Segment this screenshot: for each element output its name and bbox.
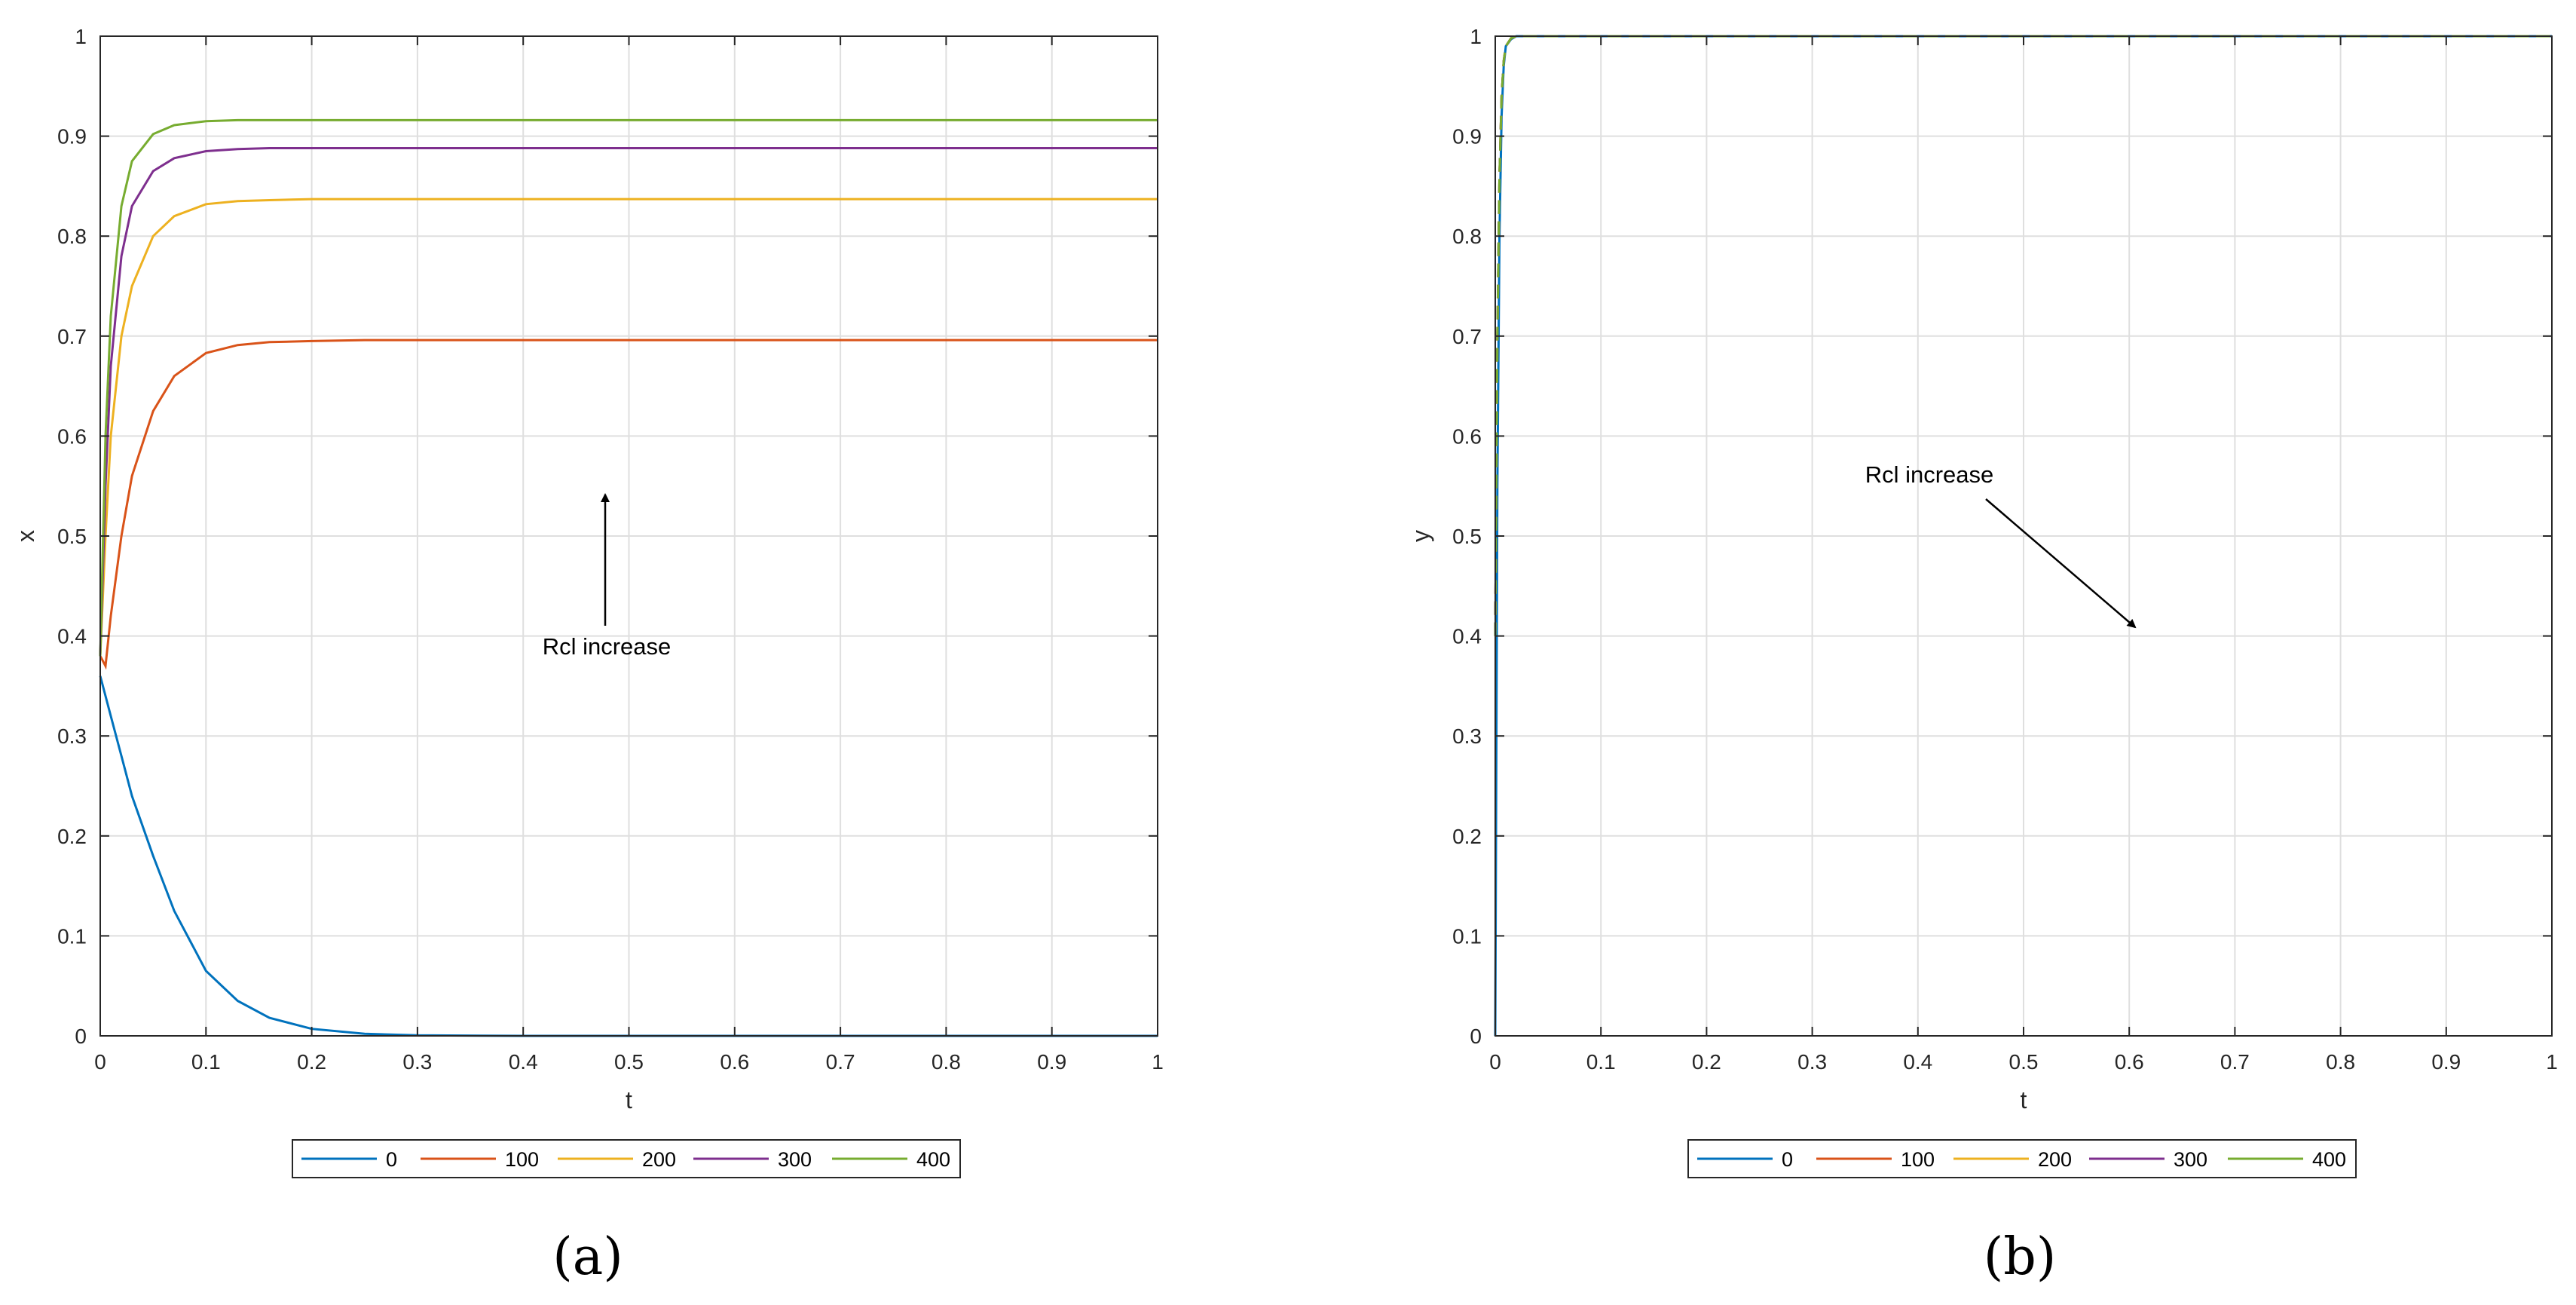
y-tick-label: 0.1 xyxy=(1452,924,1482,948)
y-tick-label: 0.6 xyxy=(1452,424,1482,448)
series-line-100 xyxy=(99,339,1158,670)
x-tick-label: 1 xyxy=(2546,1050,2558,1074)
x-tick-label: 0 xyxy=(1489,1050,1501,1074)
y-tick-label: 1 xyxy=(75,25,87,48)
x-tick-label: 0.5 xyxy=(614,1050,644,1074)
y-axis-label: x xyxy=(12,530,39,542)
y-tick-label: 0.2 xyxy=(1452,825,1482,848)
x-tick-label: 0.4 xyxy=(1903,1050,1932,1074)
y-tick-label: 0.1 xyxy=(57,924,87,948)
y-tick-label: 0.9 xyxy=(1452,125,1482,149)
series-line-400 xyxy=(99,118,1158,657)
annotation-text: Rcl increase xyxy=(1865,461,1994,488)
x-tick-label: 0.1 xyxy=(191,1050,221,1074)
y-tick-label: 0.6 xyxy=(57,424,87,448)
y-tick-label: 0.9 xyxy=(57,125,87,149)
legend-label-300: 300 xyxy=(2174,1148,2207,1171)
x-tick-label: 0.3 xyxy=(402,1050,432,1074)
annotation-arrow xyxy=(1985,498,2137,629)
chart-panel-a: 0 0.1 0.2 0.3 0.4 0.5 0.6 0.7 0.8 0.9 1 0 0.1 0.2 0.3 0… xyxy=(12,25,1164,1287)
chart-panel-b: 0 0.1 0.2 0.3 0.4 0.5 0.6 0.7 0.8 0.9 1 0 0.1 0.2 0.3 0… xyxy=(1407,25,2558,1287)
legend-label-400: 400 xyxy=(2312,1148,2346,1171)
x-tick-label: 0.8 xyxy=(932,1050,961,1074)
x-tick-label: 0.5 xyxy=(2009,1050,2039,1074)
y-tick-label: 0 xyxy=(1470,1025,1482,1048)
x-tick-label: 0.7 xyxy=(826,1050,855,1074)
x-tick-label: 1 xyxy=(1152,1050,1164,1074)
y-tick-label: 0.7 xyxy=(57,325,87,348)
legend-label-200: 200 xyxy=(642,1148,676,1171)
y-tick-label: 0.3 xyxy=(1452,724,1482,748)
y-axis-label: y xyxy=(1407,530,1434,542)
annotation-text: Rcl increase xyxy=(543,633,672,660)
y-tick-label: 0.4 xyxy=(57,625,87,648)
legend: 0 100 200 300 400 xyxy=(1687,1139,2357,1178)
legend-label-0: 0 xyxy=(386,1148,397,1171)
legend-label-400: 400 xyxy=(916,1148,950,1171)
x-tick-label: 0.2 xyxy=(1692,1050,1721,1074)
panel-caption: (a) xyxy=(552,1227,623,1287)
y-tick-label: 1 xyxy=(1470,25,1482,48)
x-tick-label: 0.4 xyxy=(509,1050,538,1074)
y-tick-label: 0.5 xyxy=(57,525,87,548)
legend-label-0: 0 xyxy=(1782,1148,1793,1171)
x-tick-label: 0.7 xyxy=(2220,1050,2250,1074)
y-tick-label: 0.7 xyxy=(1452,325,1482,348)
legend-label-100: 100 xyxy=(505,1148,539,1171)
y-tick-label: 0.4 xyxy=(1452,625,1482,648)
y-tick-label: 0.5 xyxy=(1452,525,1482,548)
x-tick-label: 0.8 xyxy=(2326,1050,2355,1074)
y-tick-label: 0.2 xyxy=(57,825,87,848)
legend-label-100: 100 xyxy=(1901,1148,1935,1171)
legend-label-300: 300 xyxy=(778,1148,812,1171)
series-line-300 xyxy=(99,147,1158,657)
y-tick-label: 0 xyxy=(75,1025,87,1048)
x-tick-label: 0.6 xyxy=(2115,1050,2144,1074)
x-tick-label: 0.1 xyxy=(1586,1050,1616,1074)
x-tick-label: 0.6 xyxy=(720,1050,749,1074)
x-tick-label: 0.3 xyxy=(1797,1050,1827,1074)
x-tick-label: 0.9 xyxy=(2431,1050,2461,1074)
x-tick-label: 0.2 xyxy=(297,1050,326,1074)
series-line-400 xyxy=(1494,35,2552,636)
legend: 0 100 200 300 400 xyxy=(292,1139,961,1178)
y-tick-label: 0.3 xyxy=(57,724,87,748)
x-axis-label: t xyxy=(626,1086,632,1114)
legend-label-200: 200 xyxy=(2038,1148,2072,1171)
series-line-200 xyxy=(99,198,1158,657)
x-tick-label: 0 xyxy=(94,1050,106,1074)
y-tick-label: 0.8 xyxy=(57,225,87,248)
y-tick-label: 0.8 xyxy=(1452,225,1482,248)
x-tick-label: 0.9 xyxy=(1037,1050,1066,1074)
x-axis-label: t xyxy=(2021,1086,2027,1114)
panel-caption: (b) xyxy=(1984,1227,2057,1287)
